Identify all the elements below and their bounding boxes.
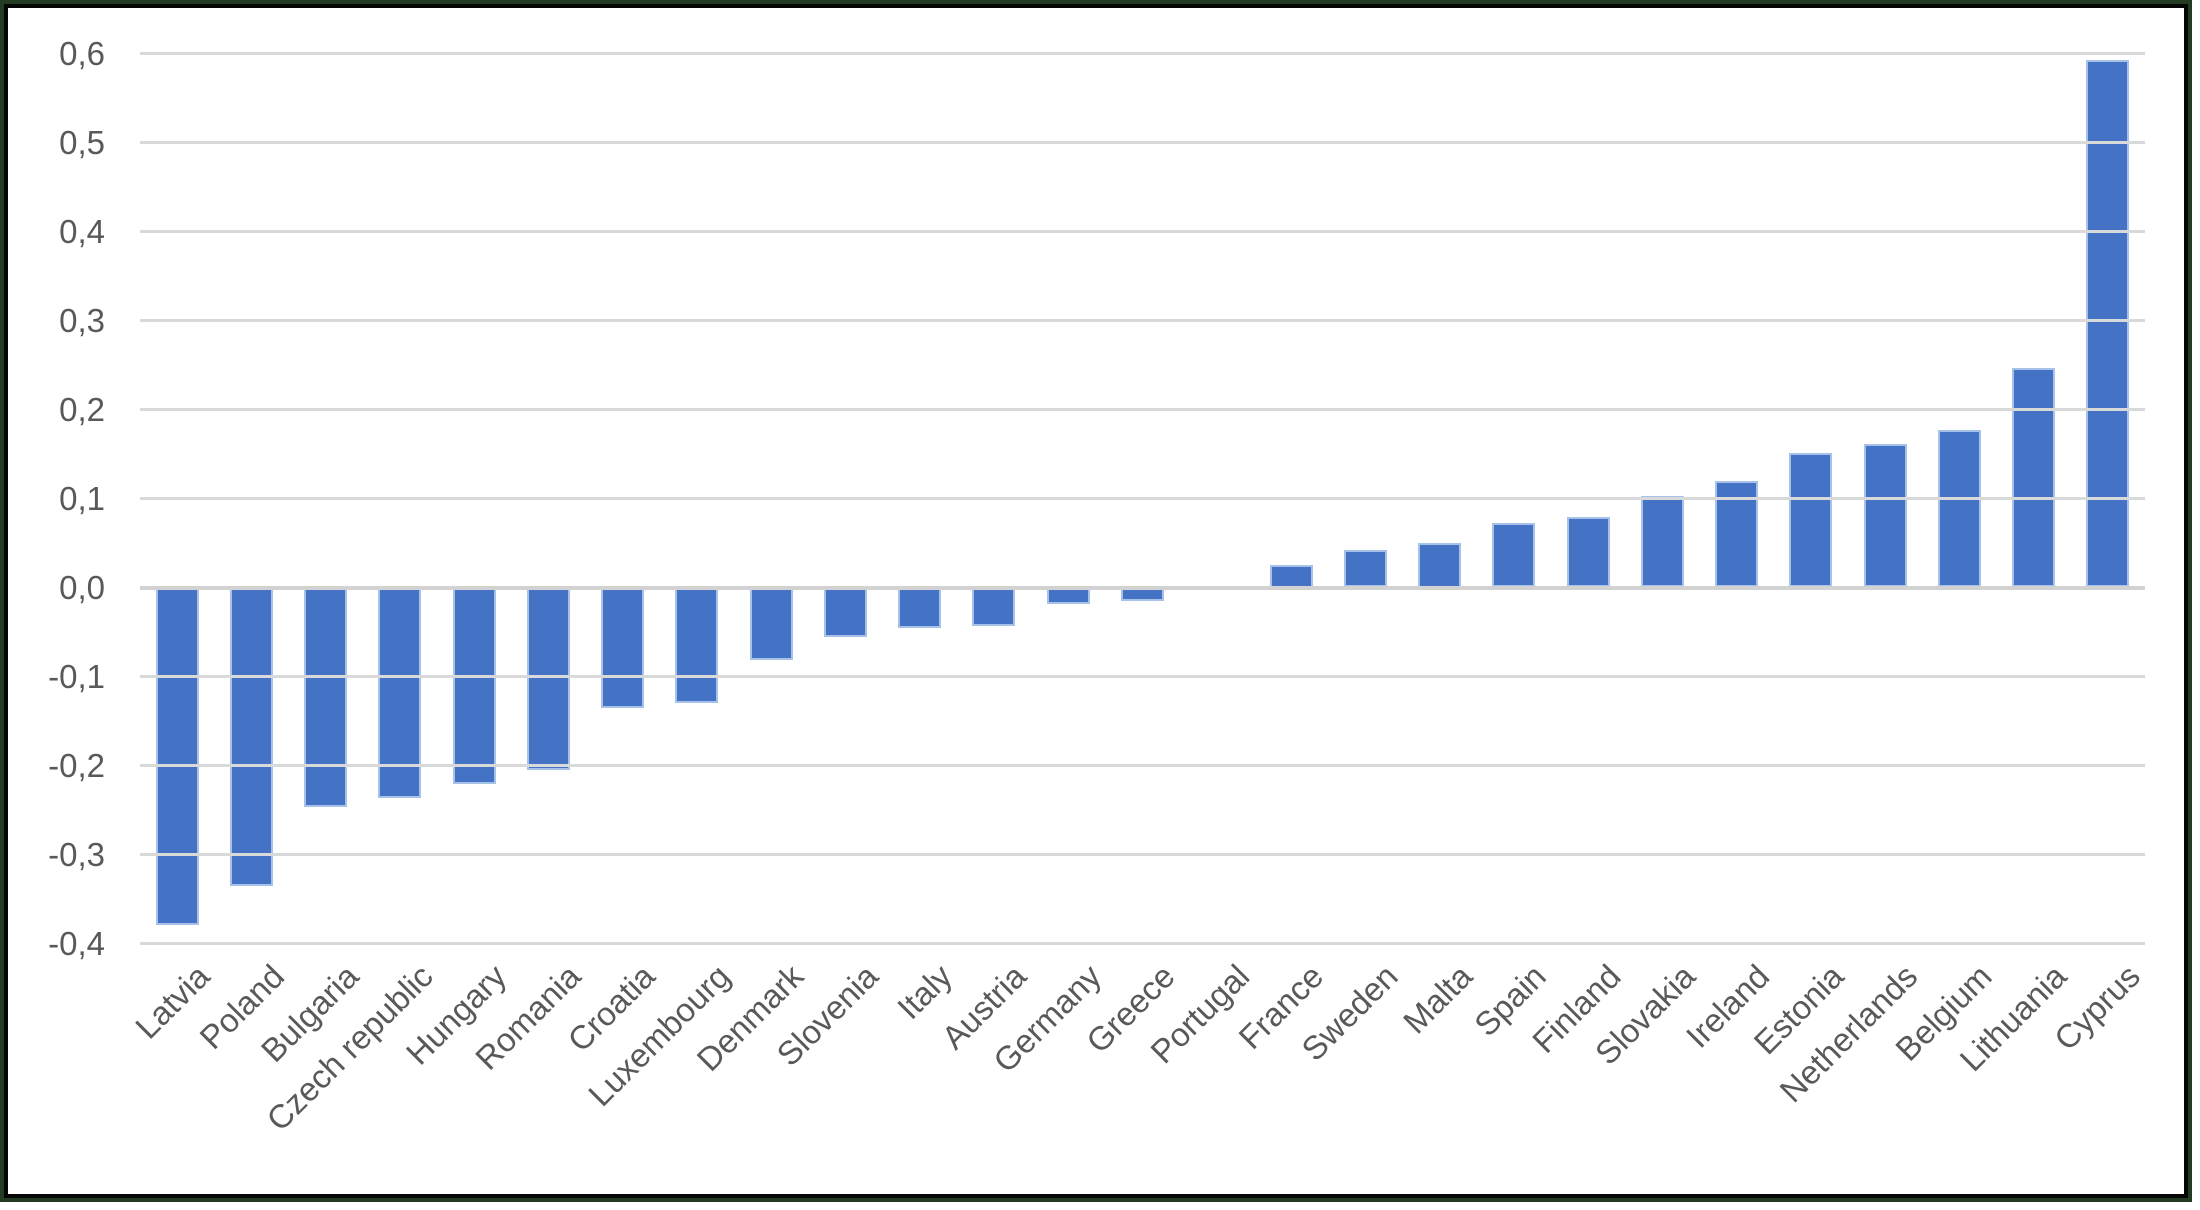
bar-austria	[972, 587, 1016, 626]
bar-greece	[1121, 587, 1164, 601]
chart-frame-inner: 0,6 0,5 0,4 0,3 0,2 0,1 0,0 -0,1 -0,2 -0,3 -0,4 Lat…	[4, 4, 2188, 1198]
gridline	[140, 853, 2145, 856]
zero-axis-line	[140, 585, 2145, 590]
y-axis-tick-label: -0,3	[48, 835, 105, 873]
gridline	[140, 942, 2145, 945]
bar-poland	[229, 587, 273, 886]
bar-cyprus	[2086, 59, 2130, 588]
bar-hungary	[452, 587, 496, 785]
y-axis-tick-label: 0,1	[59, 479, 105, 517]
y-axis-tick-label: -0,4	[48, 924, 105, 962]
gridline	[140, 675, 2145, 678]
bar-luxembourg	[675, 587, 719, 704]
bar-denmark	[749, 587, 793, 661]
bar-croatia	[601, 587, 645, 708]
bar-spain	[1492, 522, 1536, 588]
bar-italy	[898, 587, 942, 628]
gridline	[140, 408, 2145, 411]
y-axis-tick-label: 0,3	[59, 301, 105, 339]
y-axis-tick-label: -0,2	[48, 746, 105, 784]
y-axis-tick-label: -0,1	[48, 657, 105, 695]
y-axis-tick-label: 0,4	[59, 212, 105, 250]
y-axis-tick-label: 0,0	[59, 568, 105, 606]
bar-latvia	[155, 587, 199, 925]
bar-romania	[526, 587, 570, 770]
x-axis-category-label: Malta	[1395, 957, 1480, 1041]
bar-lithuania	[2012, 367, 2056, 588]
bar-slovakia	[1640, 495, 1684, 588]
bar-slovenia	[823, 587, 867, 638]
bar-belgium	[1937, 429, 1981, 588]
bar-bulgaria	[304, 587, 348, 808]
bar-netherlands	[1863, 444, 1907, 588]
y-axis-tick-label: 0,2	[59, 390, 105, 428]
gridline	[140, 497, 2145, 500]
bar-estonia	[1789, 453, 1833, 588]
bar-germany	[1046, 587, 1090, 605]
gridline	[140, 52, 2145, 55]
gridline	[140, 764, 2145, 767]
bar-sweden	[1343, 550, 1387, 588]
gridline	[140, 141, 2145, 144]
chart-area: 0,6 0,5 0,4 0,3 0,2 0,1 0,0 -0,1 -0,2 -0,3 -0,4 Lat…	[8, 8, 2184, 1194]
y-axis-tick-label: 0,6	[59, 34, 105, 72]
bar-czech-republic	[378, 587, 422, 799]
bar-malta	[1418, 543, 1462, 588]
gridline	[140, 230, 2145, 233]
y-axis-tick-label: 0,5	[59, 123, 105, 161]
gridline	[140, 319, 2145, 322]
bar-france	[1269, 565, 1313, 588]
bar-finland	[1566, 517, 1610, 588]
